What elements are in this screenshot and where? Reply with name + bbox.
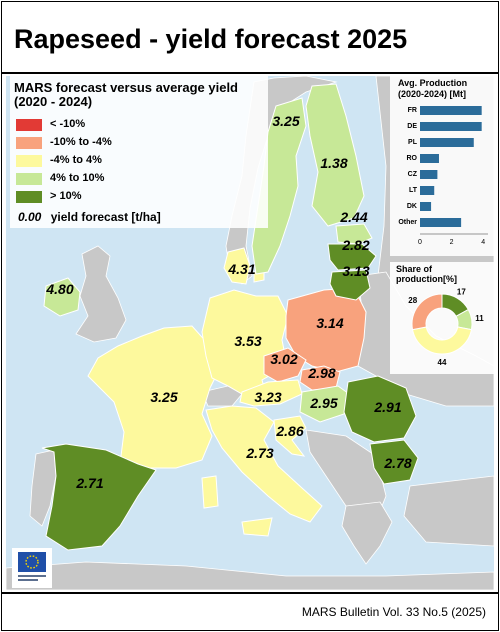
legend-swatch — [16, 119, 42, 131]
legend-value-sample: 0.00 — [18, 210, 42, 224]
legend-label: -4% to 4% — [50, 154, 102, 166]
production-bar-label: LT — [409, 187, 418, 194]
region-value-ES: 2.71 — [75, 475, 103, 491]
region-value-LT: 3.13 — [342, 263, 369, 279]
production-chart: Avg. Production (2020-2024) [Mt] FR DE PL R… — [390, 76, 494, 256]
region-value-FR: 3.25 — [150, 389, 177, 405]
legend-title: MARS forecast versus average yield (2020… — [14, 80, 238, 109]
legend-swatch — [16, 191, 42, 203]
region-IE — [43, 277, 81, 317]
region-ES — [41, 443, 157, 551]
production-bars: FR DE PL RO CZ LT DK Other 0 2 4 — [398, 106, 488, 246]
region-value-CZ: 3.02 — [270, 351, 297, 367]
title-box: Rapeseed - yield forecast 2025 — [2, 2, 498, 74]
legend: MARS forecast versus average yield (2020… — [10, 76, 268, 228]
share-slice-label: 28 — [408, 296, 417, 305]
region-FR — [87, 325, 221, 469]
production-bar — [420, 138, 474, 147]
map-area: 3.25 2.71 2.73 3.53 3.14 3.02 2.98 3.23 2.95 2.86… — [6, 76, 494, 590]
share-donut: 17 11 44 28 — [408, 287, 484, 367]
region-value-BG: 2.78 — [383, 455, 411, 471]
production-bar — [420, 186, 435, 195]
production-tick-label: 0 — [418, 239, 422, 246]
region-CZ — [263, 347, 307, 383]
region-value-HU: 2.95 — [309, 395, 337, 411]
legend-swatch — [16, 173, 42, 185]
production-title-line1: Avg. Production — [398, 78, 468, 88]
region-HU — [299, 385, 353, 423]
region-AT — [239, 379, 303, 407]
region-value-SK: 2.98 — [307, 365, 335, 381]
region-LT — [329, 269, 371, 301]
production-bar-label: DK — [407, 203, 417, 210]
region-value-SE: 3.25 — [272, 113, 299, 129]
legend-unit: 0.00 yield forecast [t/ha] — [18, 210, 161, 224]
production-bar — [420, 170, 438, 179]
production-bar-label: RO — [407, 155, 418, 162]
production-title: Avg. Production (2020-2024) [Mt] — [398, 78, 467, 100]
legend-swatch — [16, 137, 42, 149]
legend-label: < -10% — [50, 118, 86, 130]
share-title: Share of production[%] — [396, 264, 457, 284]
production-tick-label: 4 — [481, 239, 485, 246]
map-title: Rapeseed - yield forecast 2025 — [14, 24, 408, 54]
region-EE — [335, 223, 373, 245]
legend-label: -10% to -4% — [50, 136, 112, 148]
region-HR — [273, 415, 307, 457]
region-value-PL: 3.14 — [316, 315, 343, 331]
land-greece — [341, 501, 393, 565]
region-LV — [327, 243, 377, 271]
region-value-IT: 2.73 — [245, 445, 273, 461]
land-turkey — [403, 475, 494, 547]
legend-label: 4% to 10% — [50, 172, 105, 184]
eu-commission-logo — [12, 548, 52, 588]
footer-citation: MARS Bulletin Vol. 33 No.5 (2025) — [301, 605, 486, 619]
production-bar-label: Other — [398, 219, 417, 226]
share-slice — [411, 326, 473, 355]
production-bar — [420, 218, 462, 227]
land-switzerland — [201, 385, 243, 407]
region-value-AT: 3.23 — [254, 389, 281, 405]
eu-flag-icon — [18, 552, 46, 581]
region-value-IE: 4.80 — [45, 281, 73, 297]
production-title-line2: (2020-2024) [Mt] — [398, 89, 467, 99]
region-IT — [201, 405, 323, 537]
production-bar — [420, 106, 482, 115]
region-RO — [343, 375, 417, 443]
region-BG — [369, 439, 419, 485]
legend-value-label: yield forecast [t/ha] — [50, 210, 161, 224]
share-slice — [411, 293, 443, 331]
region-value-FI: 1.38 — [320, 155, 347, 171]
legend-swatch — [16, 155, 42, 167]
legend-label: > 10% — [50, 190, 82, 202]
region-value-RO: 2.91 — [373, 399, 401, 415]
production-bar-label: DE — [407, 123, 417, 130]
region-value-LV: 2.82 — [341, 237, 369, 253]
region-value-DK: 4.31 — [227, 261, 255, 277]
production-bar — [420, 202, 432, 211]
share-slice-label: 11 — [475, 314, 484, 323]
production-tick-label: 2 — [450, 239, 454, 246]
land-north-africa — [6, 561, 494, 590]
region-value-DE: 3.53 — [234, 333, 261, 349]
share-slice-label: 44 — [438, 358, 447, 367]
share-slice-label: 17 — [457, 287, 466, 296]
production-bar-label: CZ — [408, 171, 418, 178]
production-bar — [420, 154, 439, 163]
region-value-HR: 2.86 — [275, 423, 303, 439]
share-chart: Share of production[%] 17 11 44 28 — [390, 262, 494, 374]
production-bar-label: FR — [408, 107, 417, 114]
footer-box: MARS Bulletin Vol. 33 No.5 (2025) — [2, 592, 498, 632]
production-bar-label: PL — [408, 139, 418, 146]
region-FI — [305, 83, 365, 227]
region-value-EE: 2.44 — [339, 209, 367, 225]
production-bar — [420, 122, 482, 131]
land-uk — [75, 245, 127, 343]
